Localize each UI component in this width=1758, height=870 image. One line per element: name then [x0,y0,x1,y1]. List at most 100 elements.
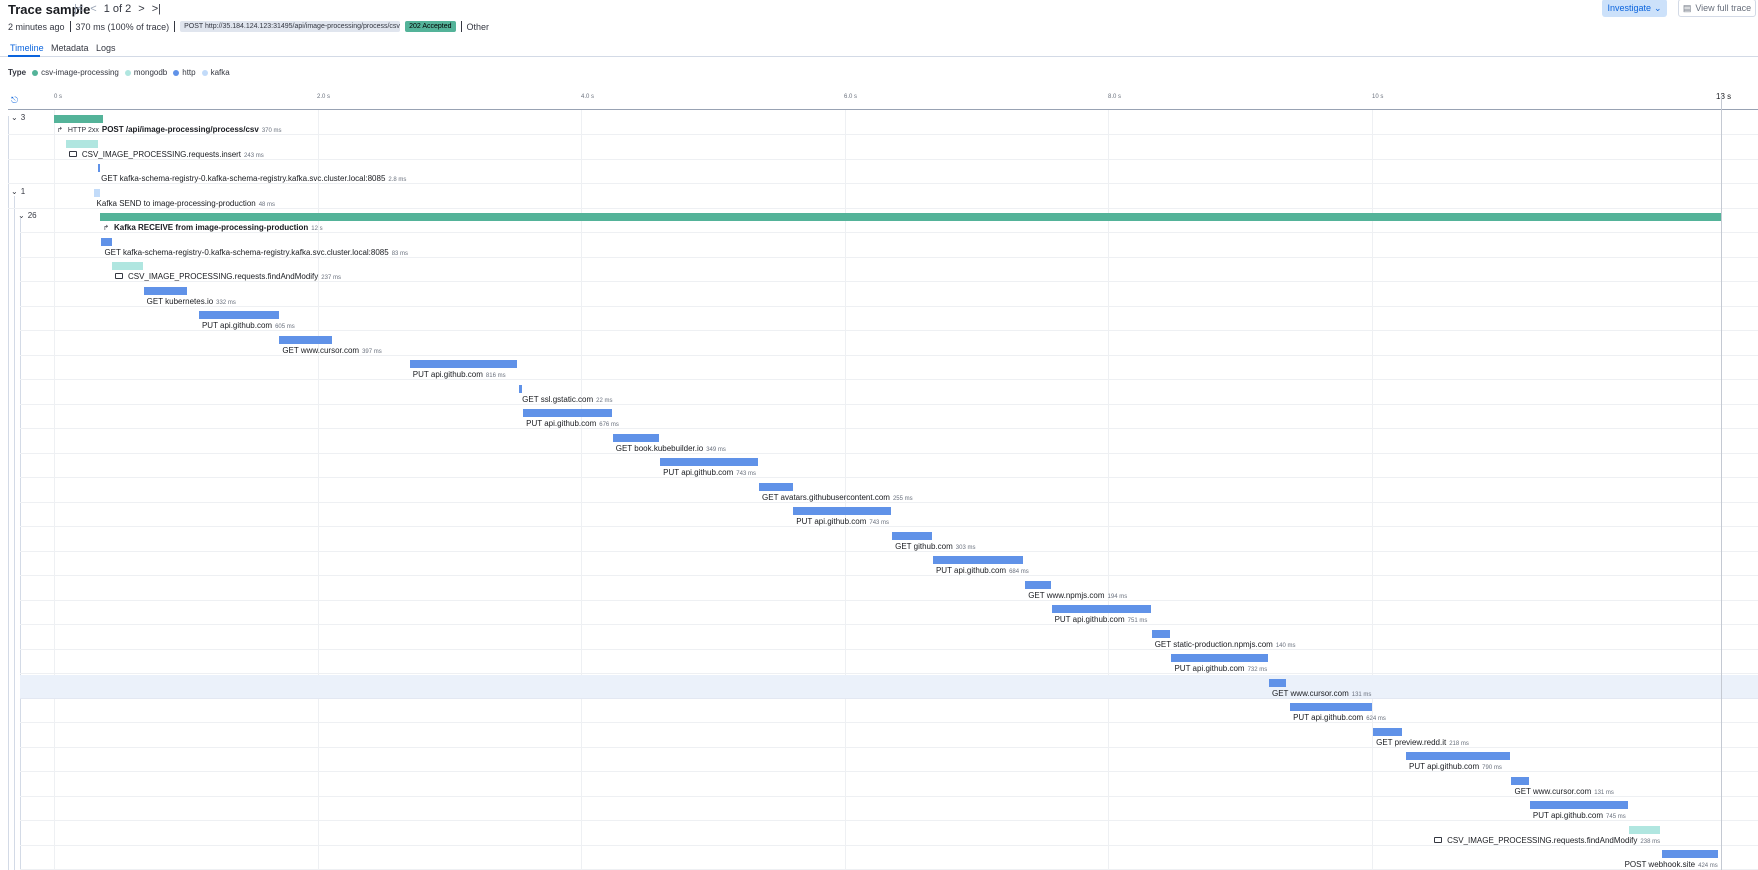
span-label[interactable]: GET kubernetes.io 332 ms [147,297,236,306]
span-row[interactable] [20,674,1758,699]
tab-metadata[interactable]: Metadata [51,43,89,53]
span-label[interactable]: PUT api.github.com 732 ms [1174,664,1267,673]
span-row[interactable] [20,209,1758,233]
span-label[interactable]: PUT api.github.com 676 ms [526,419,619,428]
span-row[interactable] [20,748,1758,772]
span-row[interactable] [8,111,1758,135]
span-bar[interactable] [523,409,613,417]
span-bar[interactable] [1406,752,1511,760]
span-bar[interactable] [65,139,98,148]
span-row[interactable] [20,626,1758,650]
span-row[interactable] [20,307,1758,331]
span-bar[interactable] [98,164,101,172]
span-label[interactable]: PUT api.github.com 684 ms [936,566,1029,575]
span-bar[interactable] [793,507,892,515]
span-bar[interactable] [279,335,332,344]
span-bar[interactable] [892,531,933,540]
span-row[interactable] [20,283,1758,307]
span-row[interactable] [20,430,1758,454]
span-label[interactable]: ↱ HTTP 2xx POST /api/image-processing/proc… [57,125,282,134]
investigate-button[interactable]: Investigate ⌄ [1602,0,1667,17]
span-row[interactable] [20,724,1758,748]
span-bar[interactable] [1290,703,1373,711]
span-bar[interactable] [660,458,759,466]
last-page-icon[interactable]: >| [151,3,161,15]
span-row[interactable] [20,577,1758,601]
span-bar[interactable] [101,237,113,246]
tab-timeline[interactable]: Timeline [10,43,44,53]
span-label[interactable]: GET www.cursor.com 131 ms [1272,689,1371,698]
span-bar[interactable] [1628,825,1661,834]
span-bar[interactable] [409,360,518,368]
span-row[interactable] [20,650,1758,674]
span-label[interactable]: CSV_IMAGE_PROCESSING.requests.findAndMod… [114,272,341,281]
span-bar[interactable] [1661,850,1718,858]
next-page-icon[interactable]: > [138,3,145,15]
span-row[interactable] [20,234,1758,258]
span-label[interactable]: PUT api.github.com 790 ms [1409,762,1502,771]
span-label[interactable]: GET github.com 303 ms [895,542,975,551]
span-label[interactable]: GET book.kubebuilder.io 349 ms [616,444,726,453]
span-label[interactable]: GET www.cursor.com 131 ms [1514,787,1613,796]
span-label[interactable]: GET kafka-schema-registry-0.kafka-schema… [101,174,406,183]
span-bar[interactable] [519,384,523,393]
span-row[interactable] [20,503,1758,527]
span-row[interactable] [20,332,1758,356]
first-page-icon[interactable]: |< [74,3,84,15]
span-row[interactable] [8,136,1758,160]
span-bar[interactable] [1025,580,1051,589]
span-row[interactable] [8,185,1758,209]
span-bar[interactable] [1171,654,1268,662]
span-label[interactable]: CSV_IMAGE_PROCESSING.requests.findAndMod… [1434,836,1660,845]
span-row[interactable] [20,699,1758,723]
span-row[interactable] [20,528,1758,552]
span-row[interactable] [20,773,1758,797]
url-badge[interactable]: POST http://35.184.124.123:31495/api/ima… [180,21,401,32]
span-row[interactable] [20,258,1758,282]
span-bar[interactable] [1051,605,1151,613]
span-row[interactable] [8,160,1758,184]
span-toggle[interactable]: ⌄ 26 [18,211,37,220]
span-row[interactable] [20,356,1758,380]
span-row[interactable] [20,405,1758,429]
span-label[interactable]: GET ssl.gstatic.com 22 ms [522,395,612,404]
span-label[interactable]: PUT api.github.com 743 ms [796,517,889,526]
span-row[interactable] [20,846,1758,870]
span-label[interactable]: CSV_IMAGE_PROCESSING.requests.insert 243 … [68,150,264,159]
tab-logs[interactable]: Logs [96,43,116,53]
collapse-all-icon[interactable]: ⎋ [11,95,19,105]
span-row[interactable] [20,797,1758,821]
span-label[interactable]: GET www.npmjs.com 194 ms [1028,591,1127,600]
span-bar[interactable] [1151,629,1171,638]
span-label[interactable]: PUT api.github.com 605 ms [202,321,295,330]
span-bar[interactable] [54,115,103,123]
span-label[interactable]: GET preview.redd.it 218 ms [1376,738,1469,747]
span-row[interactable] [20,822,1758,846]
span-label[interactable]: GET www.cursor.com 397 ms [282,346,381,355]
span-row[interactable] [20,552,1758,576]
span-bar[interactable] [143,286,188,295]
span-label[interactable]: ↱ Kafka RECEIVE from image-processing-pro… [103,223,322,232]
span-label[interactable]: GET avatars.githubusercontent.com 255 ms [762,493,913,502]
span-row[interactable] [20,381,1758,405]
span-label[interactable]: GET kafka-schema-registry-0.kafka-schema… [104,248,408,257]
span-bar[interactable] [1268,678,1287,687]
span-toggle[interactable]: ⌄ 3 [11,113,25,122]
span-toggle[interactable]: ⌄ 1 [11,187,25,196]
span-label[interactable]: PUT api.github.com 745 ms [1533,811,1626,820]
span-label[interactable]: PUT api.github.com 743 ms [663,468,756,477]
span-label[interactable]: GET static-production.npmjs.com 140 ms [1155,640,1296,649]
span-row[interactable] [20,479,1758,503]
span-label[interactable]: Kafka SEND to image-processing-productio… [97,199,276,208]
span-label[interactable]: PUT api.github.com 751 ms [1055,615,1148,624]
span-bar[interactable] [111,262,144,270]
span-bar[interactable] [198,311,279,319]
span-label[interactable]: PUT api.github.com 816 ms [413,370,506,379]
span-bar[interactable] [1373,727,1402,736]
span-row[interactable] [20,601,1758,625]
span-bar[interactable] [1529,801,1629,809]
span-bar[interactable] [93,188,100,197]
span-row[interactable] [20,454,1758,478]
span-bar[interactable] [1511,776,1529,785]
span-bar[interactable] [100,213,1721,221]
